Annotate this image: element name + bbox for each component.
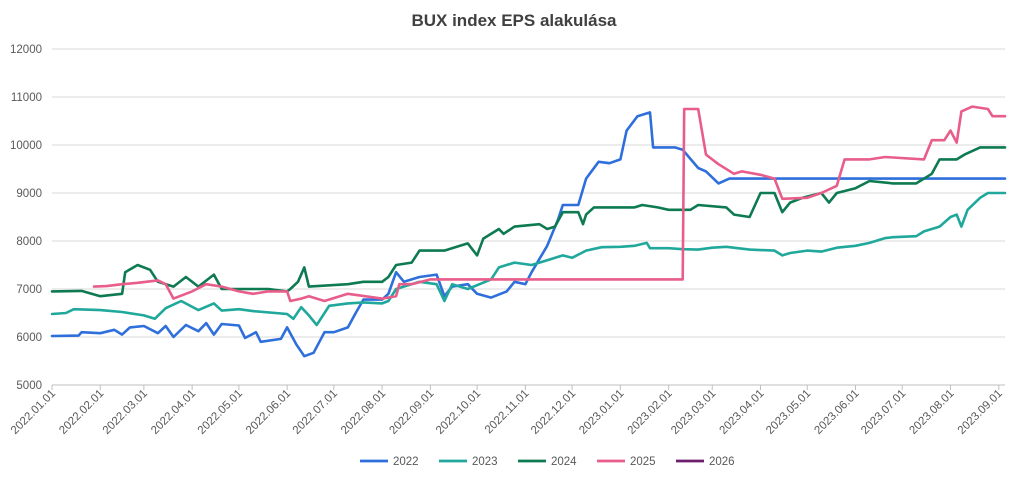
x-tick-label: 2023.05.01 (764, 388, 813, 437)
x-tick-label: 2022.10.01 (434, 388, 483, 437)
x-tick-label: 2022.12.01 (529, 388, 578, 437)
legend-label-2024: 2024 (551, 456, 577, 468)
y-tick-label: 10000 (10, 140, 42, 152)
y-axis-ticks: 5000 6000 7000 8000 9000 10000 11000 12000 (10, 44, 42, 392)
y-tick-label: 6000 (16, 332, 42, 344)
x-tick-label: 2022.08.01 (339, 388, 388, 437)
x-tick-label: 2023.07.01 (859, 388, 908, 437)
x-tick-label: 2023.08.01 (907, 388, 956, 437)
x-tick-label: 2023.01.01 (577, 388, 626, 437)
y-tick-label: 12000 (10, 44, 42, 56)
chart-title: BUX index EPS alakulása (411, 11, 617, 30)
x-tick-label: 2023.09.01 (956, 388, 1005, 437)
x-tick-label: 2022.05.01 (196, 388, 245, 437)
x-tick-label: 2022.09.01 (387, 388, 436, 437)
y-tick-label: 11000 (11, 92, 42, 104)
y-tick-label: 7000 (16, 284, 42, 296)
legend-label-2025: 2025 (630, 456, 656, 468)
y-tick-label: 5000 (16, 380, 42, 392)
legend: 2022 2023 2024 2025 2026 (360, 456, 735, 468)
series-line-2023 (50, 191, 1007, 327)
x-tick-label: 2022.02.01 (57, 388, 106, 437)
x-tick-label: 2023.02.01 (626, 388, 675, 437)
x-tick-label: 2022.11.01 (483, 388, 532, 437)
legend-label-2026: 2026 (709, 456, 735, 468)
plot-area (50, 105, 1007, 358)
series-line-2024 (50, 146, 1007, 298)
x-tick-label: 2022.03.01 (101, 388, 150, 437)
x-tick-label: 2022.01.01 (9, 388, 58, 437)
legend-label-2023: 2023 (472, 456, 498, 468)
y-tick-label: 8000 (16, 236, 42, 248)
series-line-2022 (50, 111, 1007, 358)
x-tick-label: 2022.06.01 (244, 388, 293, 437)
x-tick-label: 2023.04.01 (717, 388, 766, 437)
x-tick-label: 2023.06.01 (812, 388, 861, 437)
x-tick-label: 2023.03.01 (669, 388, 718, 437)
y-tick-label: 9000 (16, 188, 42, 200)
gridlines (52, 48, 1005, 386)
x-tick-label: 2022.07.01 (291, 388, 340, 437)
legend-label-2022: 2022 (393, 456, 419, 468)
series-line-2025 (92, 105, 1007, 303)
x-tick-label: 2022.04.01 (149, 388, 198, 437)
